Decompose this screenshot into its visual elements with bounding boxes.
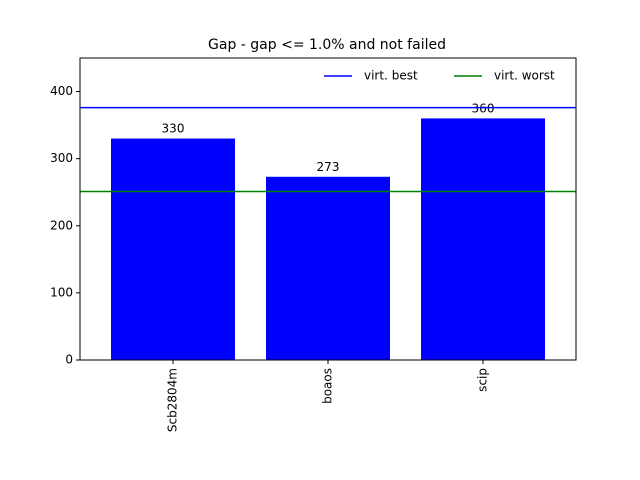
x-tick-label: boaos (321, 368, 335, 404)
x-tick-label: Scb2804m (166, 368, 180, 432)
bar (111, 138, 235, 360)
bar-value-label: 273 (317, 160, 340, 174)
legend-label: virt. worst (494, 69, 555, 83)
y-tick-label: 0 (65, 353, 73, 367)
x-tick-label: scip (476, 368, 490, 392)
y-tick-label: 300 (50, 151, 73, 165)
bar (266, 176, 390, 360)
y-tick-label: 200 (50, 218, 73, 232)
bar (421, 118, 545, 361)
chart-title: Gap - gap <= 1.0% and not failed (208, 37, 446, 53)
legend: virt. best virt. worst (324, 69, 555, 83)
bar-value-label: 330 (162, 122, 185, 136)
axes: Scb2804m boaos scip 0 100 200 300 400 (50, 84, 489, 432)
legend-label: virt. best (364, 69, 418, 83)
y-tick-label: 100 (50, 285, 73, 299)
y-tick-label: 400 (50, 84, 73, 98)
